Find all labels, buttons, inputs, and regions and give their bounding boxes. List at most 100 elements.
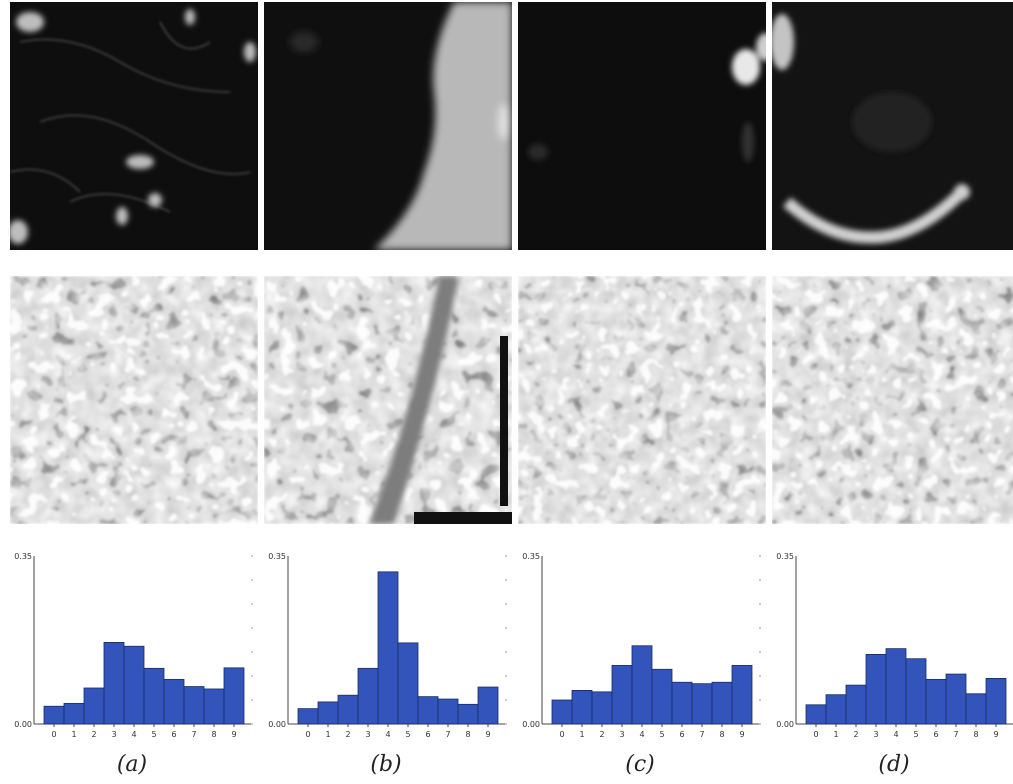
- caption-b: (b): [370, 752, 402, 777]
- x-tick-label: 5: [659, 730, 664, 739]
- caption-d: (d): [878, 752, 910, 777]
- y-tick-label: 0.35: [14, 552, 32, 561]
- histogram-bar: [357, 667, 379, 725]
- histogram-bar: [885, 648, 907, 725]
- x-tick-label: 4: [639, 730, 644, 739]
- y-tick-label: 0.35: [776, 552, 794, 561]
- histogram-bar: [671, 681, 693, 725]
- caption-a: (a): [116, 752, 148, 777]
- x-tick-label: 8: [211, 730, 216, 739]
- y-tick-label: 0.00: [268, 720, 286, 729]
- x-tick-label: 7: [699, 730, 704, 739]
- x-tick-label: 3: [619, 730, 624, 739]
- histogram-bar: [985, 677, 1007, 725]
- y-tick-label: 0.00: [522, 720, 540, 729]
- histogram-bar: [83, 687, 105, 725]
- histogram-bar: [571, 689, 593, 725]
- x-tick-label: 0: [51, 730, 56, 739]
- histogram-bar: [63, 702, 85, 725]
- ct-patch-d-image: [772, 2, 1013, 250]
- y-tick-label: 0.35: [522, 552, 540, 561]
- x-tick-label: 3: [873, 730, 878, 739]
- x-tick-label: 2: [853, 730, 858, 739]
- texture-patch-b: [264, 276, 512, 524]
- texture-patch-b-image: [264, 276, 512, 524]
- histogram-bar: [925, 678, 947, 725]
- ct-patch-a: [10, 2, 258, 250]
- histogram-bar: [457, 703, 479, 725]
- histogram-bar: [965, 693, 987, 725]
- x-tick-label: 3: [365, 730, 370, 739]
- x-tick-label: 7: [445, 730, 450, 739]
- histogram-bar: [297, 708, 319, 725]
- histogram-bar: [731, 665, 753, 725]
- histogram-bar: [805, 704, 827, 725]
- x-tick-label: 4: [385, 730, 390, 739]
- x-tick-label: 6: [933, 730, 938, 739]
- x-tick-label: 5: [913, 730, 918, 739]
- x-tick-label: 4: [893, 730, 898, 739]
- y-tick-label: 0.00: [776, 720, 794, 729]
- x-tick-label: 2: [599, 730, 604, 739]
- texture-patch-c-image: [518, 276, 766, 524]
- texture-patch-d: [772, 276, 1013, 524]
- x-tick-label: 9: [231, 730, 236, 739]
- x-tick-label: 1: [71, 730, 76, 739]
- histogram-c: 0.35 0.00 0 1 2 3 4 5 6 7 8 9: [522, 552, 761, 739]
- histogram-bar: [631, 645, 653, 725]
- caption-c: (c): [625, 752, 655, 777]
- histogram-bar: [691, 683, 713, 725]
- histogram-bar: [845, 684, 867, 725]
- histogram-bar: [143, 667, 165, 725]
- y-tick-label: 0.00: [14, 720, 32, 729]
- histogram-bar: [203, 688, 225, 725]
- histogram-bar: [651, 668, 673, 725]
- x-tick-label: 9: [739, 730, 744, 739]
- histogram-bar: [905, 658, 927, 725]
- histogram-bar: [711, 681, 733, 725]
- histogram-b: 0.35 0.00 0 1 2 3 4 5 6 7 8 9: [268, 552, 507, 739]
- histogram-d: 0.35 0.00 0 1 2 3 4 5 6 7 8 9: [776, 552, 1013, 739]
- histogram-bar: [611, 665, 633, 725]
- x-tick-label: 5: [151, 730, 156, 739]
- histogram-bar: [337, 694, 359, 725]
- x-tick-label: 0: [559, 730, 564, 739]
- x-tick-label: 6: [679, 730, 684, 739]
- histogram-bar: [163, 678, 185, 725]
- x-tick-label: 0: [305, 730, 310, 739]
- x-tick-label: 2: [345, 730, 350, 739]
- histogram-bar: [123, 645, 145, 725]
- histogram-bar: [945, 673, 967, 725]
- histogram-a: 0.35 0.00 0 1 2 3 4 5 6 7 8 9: [14, 552, 253, 739]
- histogram-bar: [477, 686, 499, 725]
- histogram-bar: [417, 696, 439, 725]
- histogram-bar: [397, 642, 419, 725]
- x-tick-label: 1: [579, 730, 584, 739]
- ct-patch-a-image: [10, 2, 258, 250]
- x-tick-label: 1: [833, 730, 838, 739]
- x-tick-label: 9: [993, 730, 998, 739]
- x-tick-label: 6: [171, 730, 176, 739]
- x-tick-label: 7: [191, 730, 196, 739]
- histogram-bar: [103, 642, 125, 725]
- texture-patch-c: [518, 276, 766, 524]
- histogram-bar: [865, 654, 887, 725]
- ct-patch-b-image: [264, 2, 512, 250]
- histogram-bar: [825, 694, 847, 725]
- histogram-bar: [551, 699, 573, 725]
- x-tick-label: 5: [405, 730, 410, 739]
- histogram-bar: [183, 686, 205, 725]
- histogram-bar: [223, 667, 245, 725]
- ct-patch-b: [264, 2, 512, 250]
- y-tick-label: 0.35: [268, 552, 286, 561]
- texture-patch-a-image: [10, 276, 258, 524]
- texture-patch-a: [10, 276, 258, 524]
- x-tick-label: 9: [485, 730, 490, 739]
- histogram-bar: [437, 698, 459, 725]
- ct-patch-c: [518, 2, 766, 250]
- x-tick-label: 1: [325, 730, 330, 739]
- texture-patch-d-image: [772, 276, 1013, 524]
- ct-patch-d: [772, 2, 1013, 250]
- histogram-bar: [43, 705, 65, 725]
- histogram-bar: [591, 691, 613, 725]
